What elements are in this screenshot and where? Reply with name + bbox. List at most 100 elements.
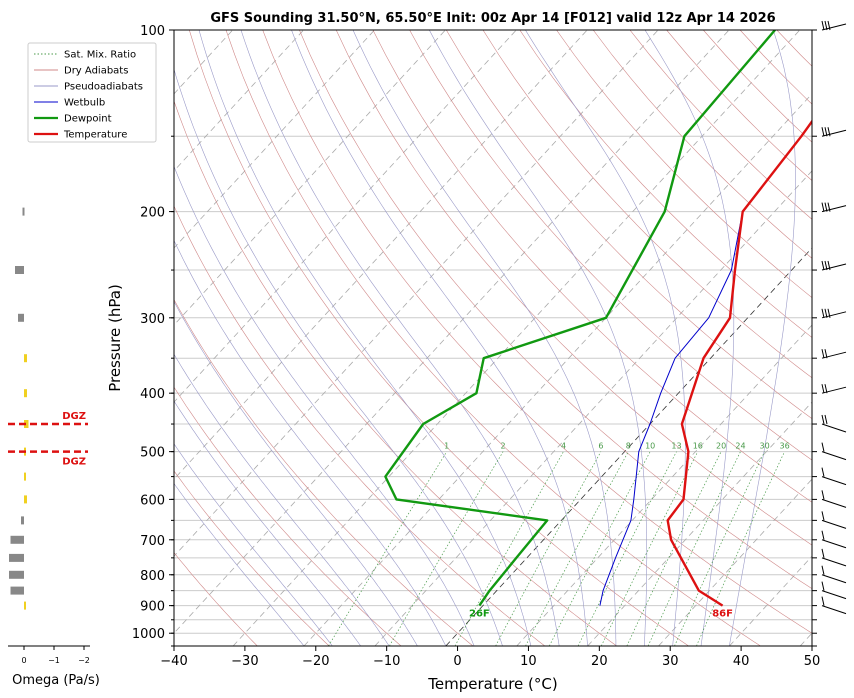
wind-barb-flag: [824, 202, 828, 212]
y-tick-label: 400: [140, 387, 165, 402]
mixing-ratio-line: [328, 451, 447, 646]
dry-adiabat-line: [703, 30, 812, 143]
wind-barb-flag: [821, 384, 825, 394]
surface-labels: 26F 86F: [469, 609, 733, 620]
y-axis-label: Pressure (hPa): [106, 284, 124, 392]
series-temperature-line: [666, 119, 812, 607]
omega-bar: [24, 389, 27, 398]
mixing-ratio-line: [577, 451, 677, 646]
dry-adiabat-line: [174, 299, 474, 646]
pseudoadiabat-line: [525, 30, 686, 646]
dry-adiabat-line: [629, 30, 812, 220]
wind-barb-shaft: [821, 129, 847, 137]
wind-barb-flag: [824, 20, 828, 31]
wind-barb-flag: [824, 308, 828, 318]
omega-x-tick-label: −2: [78, 656, 90, 665]
wind-barb-flag: [824, 384, 828, 394]
mixing-ratio-label: 36: [780, 442, 790, 451]
y-tick-label: 300: [140, 312, 165, 327]
wind-barb-shaft: [821, 590, 847, 600]
omega-bar: [9, 570, 24, 579]
pseudoadiabat-line: [174, 68, 503, 646]
wind-barb-shaft: [821, 574, 847, 584]
isotherm-line: [729, 555, 812, 646]
pseudoadiabat-line: [429, 30, 648, 646]
dry-adiabat-line: [174, 552, 258, 646]
dry-adiabat-line: [482, 30, 812, 379]
omega-bar: [24, 420, 29, 428]
dry-adiabat-line: [592, 30, 812, 259]
wind-barb-shaft: [821, 519, 847, 529]
pseudoadiabat-line: [174, 353, 390, 646]
wind-barb-shaft: [821, 557, 847, 567]
mixing-ratio-line: [454, 451, 564, 646]
x-tick-label: 10: [520, 654, 537, 669]
pseudoadiabat-line: [291, 30, 588, 646]
wind-barb-shaft: [821, 386, 847, 394]
legend-label: Dewpoint: [64, 114, 112, 125]
omega-bar: [22, 207, 25, 216]
x-tick-label: 0: [453, 654, 461, 669]
wind-barb-shaft: [821, 205, 847, 213]
legend-label: Temperature: [63, 130, 127, 141]
dry-adiabat-line: [372, 30, 812, 503]
x-tick-label: 40: [733, 654, 750, 669]
y-axis: 1000 900 800 700 600 500 400 300 200 100: [132, 24, 817, 647]
mixing-ratio-line: [389, 451, 504, 646]
x-tick-label: −30: [231, 654, 258, 669]
omega-x-tick-label: −1: [48, 656, 60, 665]
y-tick-label: 900: [140, 600, 165, 615]
wind-barb-flag: [821, 530, 825, 540]
wind-barb-flag: [827, 127, 831, 137]
x-axis: −40 −30 −20 −10 0 10 20 30 40 50: [160, 646, 820, 669]
legend-label: Wetbulb: [64, 98, 105, 109]
legend-label: Sat. Mix. Ratio: [64, 50, 136, 61]
x-tick-label: 30: [662, 654, 679, 669]
chart-title: GFS Sounding 31.50°N, 65.50°E Init: 00z …: [210, 11, 775, 26]
dry-adiabat-line: [189, 30, 689, 646]
x-tick-label: −20: [302, 654, 329, 669]
legend: Sat. Mix. Ratio Dry Adiabats Pseudoadiabat…: [27, 42, 157, 143]
dry-adiabat-line: [519, 30, 812, 338]
y-tick-label: 100: [140, 24, 165, 39]
dgz-label: DGZ: [62, 411, 86, 422]
wind-barbs: [821, 20, 847, 615]
surface-label: 26F: [469, 609, 490, 620]
mixing-ratio-line: [525, 451, 629, 646]
omega-bar: [10, 535, 24, 544]
y-tick-label: 600: [140, 493, 165, 508]
wind-barb-shaft: [821, 423, 847, 433]
legend-label: Dry Adiabats: [64, 66, 128, 77]
omega-bar: [24, 354, 27, 363]
mixing-ratio-line: [626, 451, 722, 646]
series-dewpoint-line: [384, 30, 776, 607]
wind-barb-shaft: [821, 311, 847, 319]
wind-barb-flag: [824, 349, 828, 359]
mixing-ratio-labels: 1 2 4 6 8 10 13 16 20 24 30 36: [444, 442, 790, 451]
mixing-ratio-label: 6: [598, 442, 603, 451]
y-tick-label: 1000: [132, 627, 165, 642]
pseudoadiabat-line: [240, 30, 560, 646]
isotherm-line: [303, 93, 812, 646]
wind-barb-flag: [827, 202, 831, 212]
dry-adiabat-line: [174, 470, 330, 646]
mixing-ratio-label: 4: [561, 442, 566, 451]
wind-barb-flag: [821, 581, 825, 591]
omega-bar: [21, 516, 24, 525]
wind-barb-shaft: [821, 539, 847, 549]
y-tick-label: 700: [140, 534, 165, 549]
dry-adiabat-line: [739, 30, 812, 105]
omega-bar: [9, 553, 24, 562]
wind-barb-flag: [821, 127, 825, 137]
dry-adiabat-line: [335, 30, 812, 546]
isobar-grid: [174, 30, 812, 646]
mixing-ratio-line: [600, 451, 699, 646]
mixing-ratio-label: 2: [501, 442, 506, 451]
wind-barb-shaft: [821, 351, 847, 359]
legend-box: [27, 42, 157, 143]
mixing-ratio-label: 8: [626, 442, 631, 451]
x-tick-label: 20: [591, 654, 608, 669]
isotherm-line: [658, 478, 812, 646]
omega-panel: 0 −1 −2 DGZ DGZ: [8, 207, 90, 665]
dry-adiabat-line: [225, 30, 761, 646]
